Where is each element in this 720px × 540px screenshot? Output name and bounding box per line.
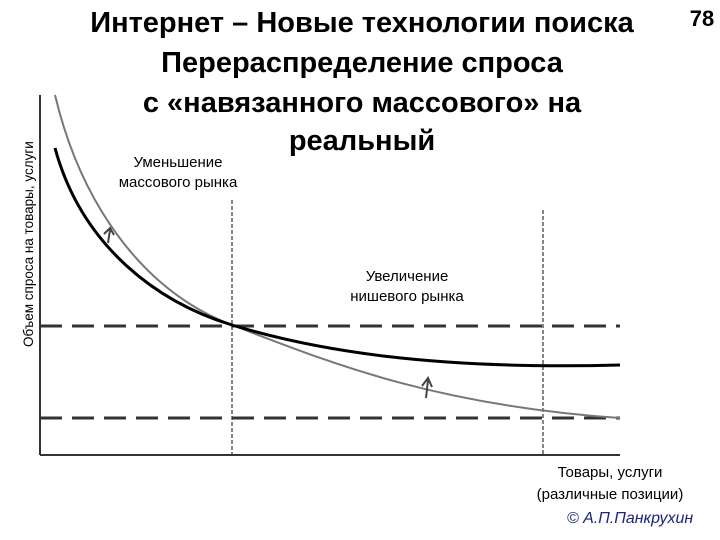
guides bbox=[40, 324, 620, 420]
x-axis-label: Товары, услуги bbox=[558, 464, 663, 481]
annotation: Увеличение bbox=[366, 268, 449, 285]
annotation: нишевого рынка bbox=[350, 288, 464, 305]
x-axis-label: (различные позиции) bbox=[537, 486, 684, 503]
title-line: с «навязанного массового» на bbox=[143, 87, 582, 119]
author: © А.П.Панкрухин bbox=[567, 510, 694, 527]
annotation: Уменьшение bbox=[134, 154, 223, 171]
arrow bbox=[421, 376, 433, 399]
arrow bbox=[103, 226, 115, 244]
page-number: 78 bbox=[690, 6, 714, 31]
dividers bbox=[231, 200, 544, 455]
axes bbox=[39, 95, 620, 456]
title-line: Интернет – Новые технологии поиска bbox=[90, 7, 634, 39]
annotation: массового рынка bbox=[119, 174, 238, 191]
title-line: Перераспределение спроса bbox=[161, 47, 564, 79]
title-line: реальный bbox=[289, 125, 435, 157]
y-axis-label: Объем спроса на товары, услуги bbox=[21, 141, 36, 347]
old-demand-curve bbox=[53, 147, 621, 368]
